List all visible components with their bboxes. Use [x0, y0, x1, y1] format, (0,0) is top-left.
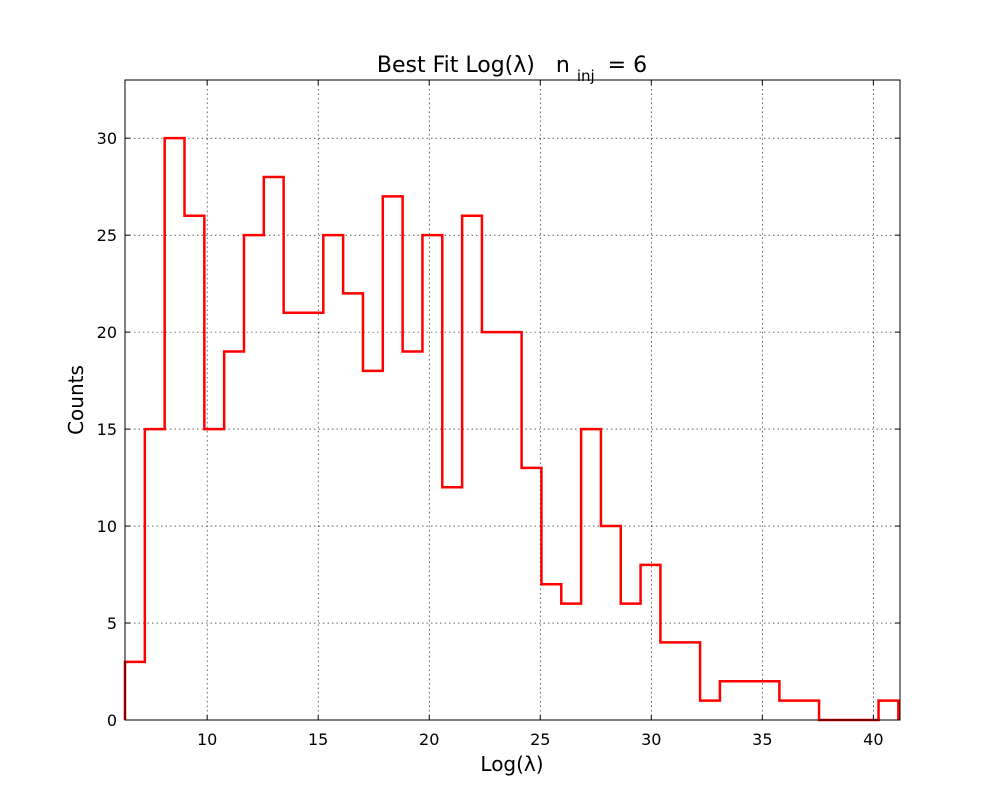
histogram-bin [224, 352, 244, 720]
x-tick-label: 10 [197, 730, 217, 749]
x-tick-label: 35 [752, 730, 772, 749]
histogram-bin [284, 313, 304, 720]
x-tick-label: 25 [530, 730, 550, 749]
histogram-bin [879, 701, 899, 720]
histogram-bin [740, 681, 760, 720]
histogram-bin [720, 681, 740, 720]
y-tick-label: 20 [97, 323, 117, 342]
histogram-bin [145, 429, 165, 720]
histogram-bin [303, 313, 323, 720]
histogram-bin [799, 701, 819, 720]
histogram-bin [779, 701, 799, 720]
x-tick-label: 20 [419, 730, 439, 749]
histogram-bin [700, 701, 720, 720]
y-tick-label: 30 [97, 129, 117, 148]
histogram-bin [561, 604, 581, 720]
histogram-bin [502, 332, 522, 720]
histogram-bin [403, 352, 423, 720]
y-tick-label: 0 [107, 711, 117, 730]
y-axis-label: Counts [64, 365, 88, 435]
histogram-bin [184, 216, 204, 720]
plot-frame [124, 79, 901, 721]
histogram-bin [422, 235, 442, 720]
histogram-bin [442, 487, 462, 720]
y-tick-label: 15 [97, 420, 117, 439]
histogram-step-line [123, 136, 900, 722]
data-layer [123, 136, 900, 722]
ticks: 10 15 20 25 30 35 40 0 5 10 15 20 25 30 [97, 80, 900, 749]
chart-title: Best Fit Log(λ) n inj = 6 [377, 53, 647, 87]
histogram-bin [363, 371, 383, 720]
title-n-subscript: inj [577, 67, 595, 85]
histogram-bin [125, 662, 145, 720]
x-axis-label: Log(λ) [480, 752, 543, 776]
x-tick-label: 40 [863, 730, 883, 749]
histogram-bin [581, 429, 601, 720]
histogram-bin [165, 138, 185, 720]
histogram-bin [621, 604, 641, 720]
histogram-bin [680, 642, 700, 720]
y-tick-label: 10 [97, 517, 117, 536]
histogram-bin [462, 216, 482, 720]
histogram-bin [244, 235, 264, 720]
histogram-bin [204, 429, 224, 720]
y-tick-label: 25 [97, 226, 117, 245]
title-suffix: = 6 [608, 53, 647, 78]
histogram-bin [482, 332, 502, 720]
histogram-bin [541, 584, 561, 720]
histogram-bin [760, 681, 780, 720]
x-tick-label: 15 [308, 730, 328, 749]
histogram-bin [264, 177, 284, 720]
histogram-bin [323, 235, 343, 720]
y-tick-label: 5 [107, 614, 117, 633]
histogram-bin [641, 565, 661, 720]
title-prefix: Best Fit Log(λ) [377, 53, 535, 78]
histogram-bin [522, 468, 542, 720]
title-n-symbol: n [556, 53, 570, 78]
x-tick-label: 30 [641, 730, 661, 749]
histogram-bin [660, 642, 680, 720]
histogram-bin [601, 526, 621, 720]
histogram-bin [343, 293, 363, 720]
histogram-bin [383, 196, 403, 720]
